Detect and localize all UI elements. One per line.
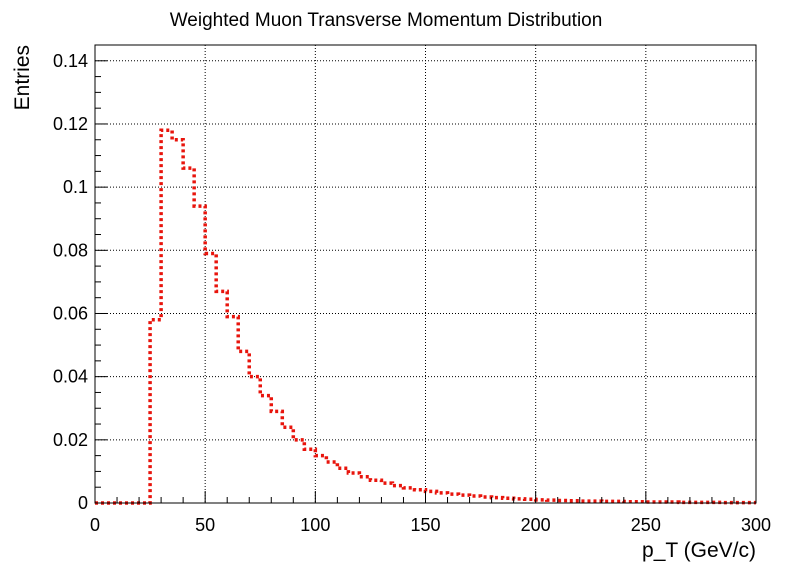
x-tick-label: 300 — [741, 515, 771, 535]
y-axis-label: Entries — [11, 45, 34, 110]
y-tick-label: 0.14 — [53, 51, 88, 71]
y-tick-label: 0.1 — [63, 177, 88, 197]
axes — [94, 44, 757, 504]
y-tick-label: 0.06 — [53, 303, 88, 323]
y-tick-label: 0.08 — [53, 240, 88, 260]
x-tick-label: 0 — [90, 515, 100, 535]
x-axis-label: p_T (GeV/c) — [642, 539, 756, 562]
tick-labels: 0 50 100 150 200 250 300 0 0.02 0.04 0.06 0.08 0.1 0.… — [53, 51, 771, 535]
x-tick-label: 250 — [631, 515, 661, 535]
x-tick-label: 100 — [300, 515, 330, 535]
histogram-series — [95, 128, 756, 505]
x-tick-label: 200 — [521, 515, 551, 535]
y-tick-label: 0.02 — [53, 430, 88, 450]
histogram-line — [95, 128, 756, 505]
x-tick-label: 150 — [410, 515, 440, 535]
y-tick-label: 0 — [78, 493, 88, 513]
x-tick-label: 50 — [195, 515, 215, 535]
chart-title: Weighted Muon Transverse Momentum Distri… — [170, 10, 603, 31]
grid-lines — [95, 45, 756, 503]
y-tick-label: 0.12 — [53, 114, 88, 134]
y-tick-label: 0.04 — [53, 367, 88, 387]
